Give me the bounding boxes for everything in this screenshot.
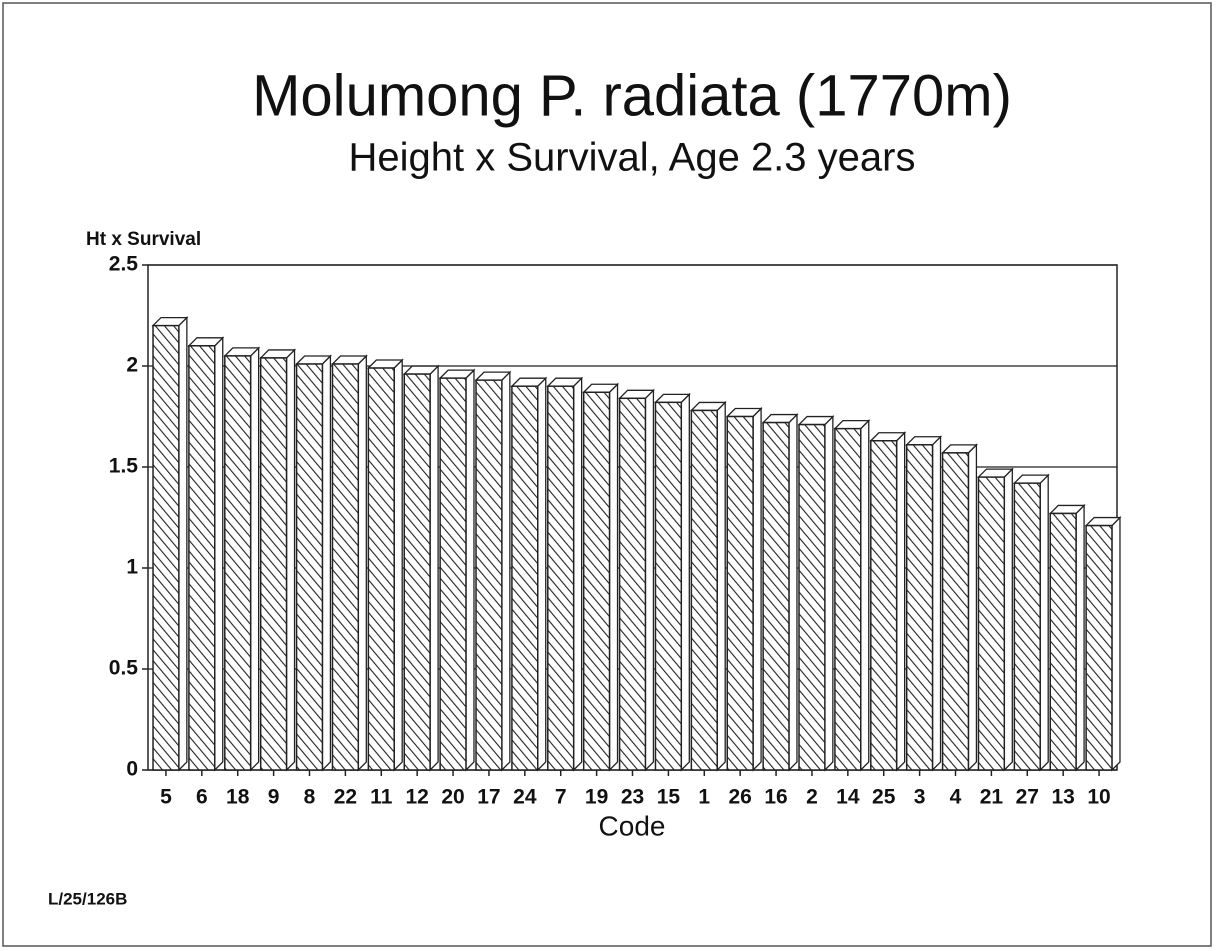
bar-side — [214, 336, 224, 772]
bar — [1049, 512, 1077, 771]
bar — [403, 373, 431, 771]
bar — [654, 401, 683, 771]
bar — [259, 357, 288, 771]
bar — [834, 427, 862, 771]
bar — [941, 452, 970, 771]
footnote: L/25/126B — [48, 889, 127, 908]
x-tick-label: 23 — [621, 786, 644, 809]
bar-side — [178, 316, 188, 772]
bar-side — [895, 431, 906, 772]
bar-side — [716, 400, 726, 772]
bar-side — [788, 412, 798, 772]
bar-side — [501, 370, 511, 772]
x-tick-label: 13 — [1051, 786, 1074, 809]
bar — [905, 444, 934, 771]
bar — [547, 385, 575, 771]
x-tick-label: 20 — [441, 786, 464, 809]
x-tick-label: 19 — [585, 786, 608, 809]
bar-side — [465, 368, 475, 772]
bar — [870, 439, 898, 771]
x-tick-label: 14 — [836, 786, 860, 809]
bar — [188, 345, 216, 771]
x-tick-label: 1 — [698, 786, 710, 809]
y-tick-label: 0.5 — [109, 657, 139, 680]
bar-side — [1111, 516, 1121, 772]
y-tick-label: 2 — [126, 354, 138, 377]
bar — [152, 324, 180, 771]
x-tick-label: 12 — [405, 786, 428, 809]
bar-side — [393, 358, 403, 772]
x-tick-label: 22 — [334, 786, 357, 809]
bar — [1013, 482, 1041, 771]
bar — [1085, 524, 1113, 771]
bar-side — [1075, 503, 1085, 772]
bar — [618, 397, 647, 771]
x-tick-label: 25 — [872, 786, 896, 809]
bar — [511, 385, 539, 771]
bar-side — [285, 348, 296, 772]
x-tick-label: 21 — [980, 786, 1004, 809]
bar — [331, 363, 360, 771]
x-tick-label: 24 — [513, 786, 537, 809]
bar — [224, 355, 252, 771]
bar-side — [537, 376, 547, 772]
x-tick-label: 17 — [477, 786, 500, 809]
y-tick-label: 2.5 — [109, 253, 139, 276]
bar — [726, 415, 754, 771]
bar-side — [357, 354, 367, 772]
bar-side — [824, 415, 834, 772]
y-tick-label: 1 — [126, 556, 138, 579]
bar — [690, 409, 718, 771]
bar-side — [321, 354, 332, 772]
bar-side — [429, 364, 439, 772]
y-axis-label: Ht x Survival — [86, 229, 201, 250]
y-tick-label: 1.5 — [109, 455, 139, 478]
bar — [977, 476, 1006, 771]
x-tick-label: 7 — [555, 786, 567, 809]
x-tick-label: 11 — [370, 786, 393, 809]
bar-side — [752, 406, 762, 772]
chart-subtitle: Height x Survival, Age 2.3 years — [349, 136, 916, 180]
bar-side — [608, 382, 619, 772]
bar — [582, 391, 611, 771]
bar-side — [249, 346, 260, 772]
bar — [295, 363, 324, 771]
x-tick-label: 18 — [226, 786, 250, 809]
bar — [762, 421, 790, 771]
bar-side — [860, 419, 870, 772]
x-tick-label: 2 — [806, 786, 818, 809]
x-tick-label: 5 — [160, 786, 172, 809]
bar — [475, 379, 503, 771]
bar-side — [967, 443, 978, 772]
x-tick-label: 3 — [914, 786, 926, 809]
bar — [439, 377, 467, 771]
bar-side — [1039, 473, 1049, 772]
bar — [798, 423, 826, 771]
bar-side — [680, 392, 690, 772]
bar-side — [572, 376, 583, 772]
x-tick-label: 9 — [268, 786, 280, 809]
x-axis-label: Code — [599, 810, 666, 841]
x-tick-label: 4 — [950, 786, 962, 809]
x-tick-label: 27 — [1016, 786, 1039, 809]
x-tick-label: 10 — [1087, 786, 1110, 809]
chart-title: Molumong P. radiata (1770m) — [252, 63, 1012, 128]
bar-side — [644, 388, 655, 772]
bar — [367, 367, 395, 771]
x-tick-label: 26 — [728, 786, 751, 809]
x-tick-label: 8 — [304, 786, 316, 809]
bar-side — [931, 435, 942, 772]
x-tick-label: 6 — [196, 786, 208, 809]
y-tick-label: 0 — [126, 758, 138, 781]
x-tick-label: 15 — [657, 786, 681, 809]
bar-side — [1003, 467, 1013, 772]
x-tick-label: 16 — [764, 786, 787, 809]
